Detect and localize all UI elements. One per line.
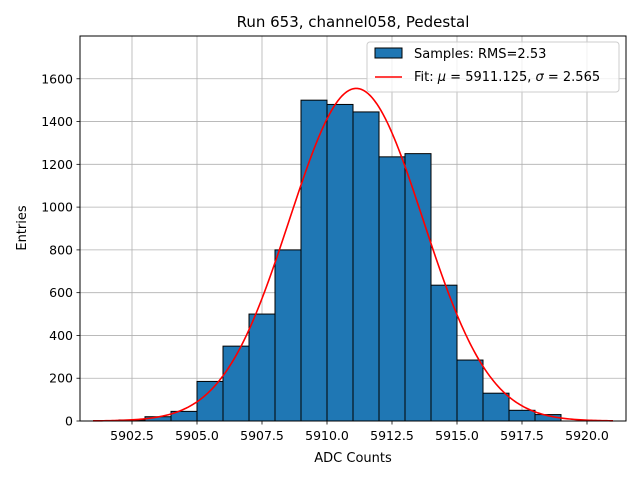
y-tick-label: 1600 [41,71,73,86]
x-tick-label: 5912.5 [370,428,414,443]
gaussian-fit [92,87,614,422]
y-tick-label: 1200 [41,157,73,172]
y-tick-label: 600 [49,285,73,300]
y-tick-label: 400 [49,328,73,343]
legend-label-samples: Samples: RMS=2.53 [414,47,546,62]
histogram-bar [378,156,406,422]
histogram-bar [274,249,302,422]
histogram-bar [326,103,354,422]
histogram-bar [508,409,536,422]
histogram-bar [248,313,276,422]
histogram-bar [482,392,510,422]
x-tick-label: 5902.5 [110,428,154,443]
legend-box [366,41,620,93]
y-tick-label: 1000 [41,200,73,215]
x-axis-label: ADC Counts [314,451,392,466]
histogram-bar [352,111,380,422]
x-tick-label: 5910.0 [305,428,349,443]
histogram-bar [404,153,432,422]
legend: Samples: RMS=2.53 Fit: μ = 5911.125, σ =… [366,41,620,93]
x-tick-label: 5905.0 [175,428,219,443]
legend-label-fit: Fit: μ = 5911.125, σ = 2.565 [414,70,600,85]
x-tick-label: 5907.5 [240,428,284,443]
histogram-bar [196,380,224,422]
x-tick-label: 5920.0 [565,428,609,443]
plot-frame [79,35,627,422]
y-axis-ticks: 0 200 400 600 800 1000 1200 1400 1600 [41,71,80,429]
x-tick-label: 5915.0 [435,428,479,443]
y-tick-label: 800 [49,242,73,257]
chart-title: Run 653, channel058, Pedestal [237,13,470,31]
legend-swatch-samples [374,47,403,59]
x-axis-ticks: 5902.5 5905.0 5907.5 5910.0 5912.5 5915.0 5917… [110,421,609,443]
histogram-bars [118,99,562,422]
histogram-bar [456,359,484,422]
y-tick-label: 1400 [41,114,73,129]
fit-curve [92,87,614,422]
y-tick-label: 0 [65,414,73,429]
y-axis-label: Entries [15,205,30,251]
histogram-bar [222,345,250,422]
y-tick-label: 200 [49,371,73,386]
x-tick-label: 5917.5 [500,428,544,443]
